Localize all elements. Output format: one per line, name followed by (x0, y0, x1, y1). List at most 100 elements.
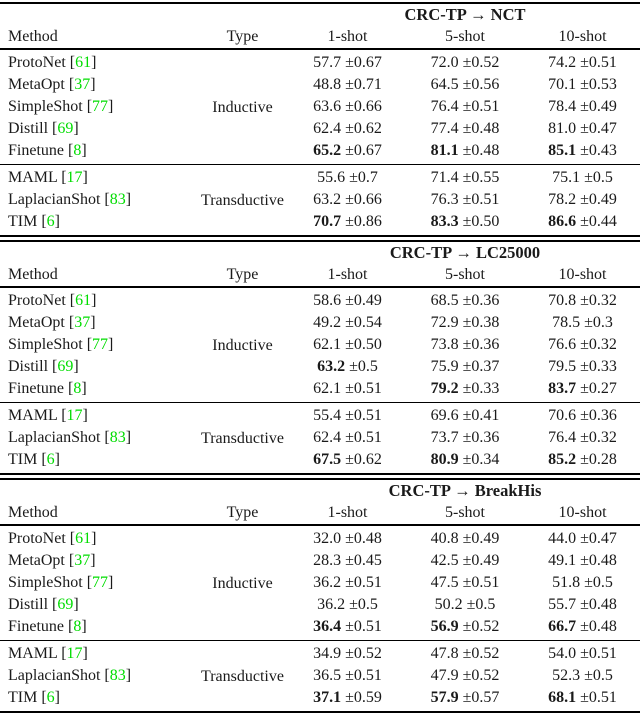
score-value: 79.5 (548, 358, 577, 375)
citation-link[interactable]: 6 (46, 689, 55, 706)
citation-link[interactable]: 6 (46, 451, 55, 468)
method-row: LaplacianShot [83] 63.2 ±0.66 76.3 ±0.51 78… (0, 189, 640, 211)
citation-link[interactable]: 69 (57, 120, 74, 137)
score-value: 63.6 (313, 98, 342, 115)
citation-link[interactable]: 37 (74, 76, 91, 93)
col-header-shot-1: 5-shot (445, 266, 485, 283)
citation-link[interactable]: 61 (75, 54, 92, 71)
score-value: 72.0 (430, 54, 459, 71)
score-error: ±0.62 (341, 120, 382, 137)
method-row: LaplacianShot [83] 62.4 ±0.51 73.7 ±0.36 76… (0, 427, 640, 449)
score-error: ±0.51 (576, 645, 617, 662)
method-cell: LaplacianShot [83] (0, 427, 195, 449)
score-value: 51.8 (552, 574, 581, 591)
score-value: 66.7 (548, 618, 577, 635)
col-header-shot-0: 1-shot (327, 28, 368, 45)
citation-link[interactable]: 77 (92, 336, 109, 353)
citation-link[interactable]: 77 (92, 98, 109, 115)
method-name: ProtoNet (8, 292, 66, 309)
score-error: ±0.52 (458, 54, 500, 71)
score-error: ±0.49 (576, 191, 617, 208)
citation-link[interactable]: 17 (66, 645, 83, 662)
score-cell: 56.9 ±0.52 (405, 616, 525, 641)
score-cell: 42.5 ±0.49 (405, 550, 525, 572)
method-name: Finetune (8, 618, 64, 635)
citation-link[interactable]: 83 (109, 191, 126, 208)
score-error: ±0.5 (345, 596, 378, 613)
score-cell: 49.2 ±0.54 (290, 312, 405, 334)
method-cell: TIM [6] (0, 211, 195, 236)
score-cell: 50.2 ±0.5 (405, 594, 525, 616)
citation-link[interactable]: 61 (75, 292, 92, 309)
citation-link[interactable]: 17 (66, 407, 83, 424)
method-row: LaplacianShot [83] 36.5 ±0.51 47.9 ±0.52 52… (0, 665, 640, 687)
score-cell: 40.8 ±0.49 (405, 525, 525, 550)
score-cell: 63.6 ±0.66 (290, 96, 405, 118)
score-value: 34.9 (313, 645, 342, 662)
score-cell: 28.3 ±0.45 (290, 550, 405, 572)
col-header-shot-1: 5-shot (445, 28, 485, 45)
col-header-method: Method (8, 28, 58, 45)
method-name: Distill (8, 596, 49, 613)
score-cell: 36.5 ±0.51 (290, 665, 405, 687)
score-error: ±0.34 (458, 451, 500, 468)
citation-link[interactable]: 37 (74, 552, 91, 569)
score-value: 85.2 (548, 451, 577, 468)
citation-link[interactable]: 8 (73, 618, 82, 635)
score-value: 37.1 (313, 689, 342, 706)
score-value: 68.5 (430, 292, 459, 309)
results-table-2: CRC-TP → BreakHis Method Type 1-shot 5-shot 1… (0, 478, 640, 713)
method-name: Distill (8, 120, 49, 137)
citation-link[interactable]: 83 (109, 667, 126, 684)
type-cell: Inductive (212, 337, 273, 354)
score-error: ±0.52 (458, 618, 500, 635)
citation-link[interactable]: 8 (73, 142, 82, 159)
citation-link[interactable]: 61 (75, 530, 92, 547)
citation: [6] (41, 451, 60, 468)
dataset-title-row: CRC-TP → NCT (0, 3, 640, 26)
score-cell: 70.7 ±0.86 (290, 211, 405, 236)
score-cell: 65.2 ±0.67 (290, 140, 405, 165)
method-name: LaplacianShot (8, 191, 101, 208)
table-head: CRC-TP → LC25000 Method Type 1-shot 5-shot 10… (0, 241, 640, 287)
col-header-method: Method (8, 504, 58, 521)
citation-link[interactable]: 6 (46, 213, 55, 230)
citation-link[interactable]: 83 (109, 429, 126, 446)
score-cell: 74.2 ±0.51 (525, 49, 640, 74)
score-cell: 76.6 ±0.32 (525, 334, 640, 356)
score-cell: 72.0 ±0.52 (405, 49, 525, 74)
score-error: ±0.32 (576, 429, 617, 446)
method-name: LaplacianShot (8, 667, 101, 684)
citation-link[interactable]: 37 (74, 314, 91, 331)
score-cell: 71.4 ±0.55 (405, 165, 525, 190)
method-name: MetaOpt (8, 314, 65, 331)
score-error: ±0.36 (576, 407, 617, 424)
score-error: ±0.32 (576, 336, 617, 353)
col-header-shot-2: 10-shot (558, 504, 607, 521)
score-cell: 67.5 ±0.62 (290, 449, 405, 474)
score-error: ±0.36 (458, 429, 500, 446)
score-value: 47.9 (430, 667, 459, 684)
score-cell: 68.1 ±0.51 (525, 687, 640, 712)
column-header-row: Method Type 1-shot 5-shot 10-shot (0, 264, 640, 287)
citation-link[interactable]: 69 (57, 596, 74, 613)
method-row: TIM [6] 37.1 ±0.59 57.9 ±0.57 68.1 ±0.51 (0, 687, 640, 712)
citation-link[interactable]: 69 (57, 358, 74, 375)
citation-link[interactable]: 8 (73, 380, 82, 397)
score-error: ±0.52 (458, 667, 500, 684)
citation: [69] (52, 120, 79, 137)
score-error: ±0.51 (341, 407, 382, 424)
score-cell: 51.8 ±0.5 (525, 572, 640, 594)
score-cell: 78.2 ±0.49 (525, 189, 640, 211)
score-cell: 83.3 ±0.50 (405, 211, 525, 236)
citation-link[interactable]: 77 (92, 574, 109, 591)
score-error: ±0.86 (341, 213, 382, 230)
method-cell: TIM [6] (0, 687, 195, 712)
method-row: TIM [6] 70.7 ±0.86 83.3 ±0.50 86.6 ±0.44 (0, 211, 640, 236)
score-error: ±0.48 (458, 120, 500, 137)
score-value: 36.4 (313, 618, 342, 635)
col-header-shot-1: 5-shot (445, 504, 485, 521)
method-row: TIM [6] 67.5 ±0.62 80.9 ±0.34 85.2 ±0.28 (0, 449, 640, 474)
citation-link[interactable]: 17 (66, 169, 83, 186)
score-error: ±0.5 (580, 169, 613, 186)
